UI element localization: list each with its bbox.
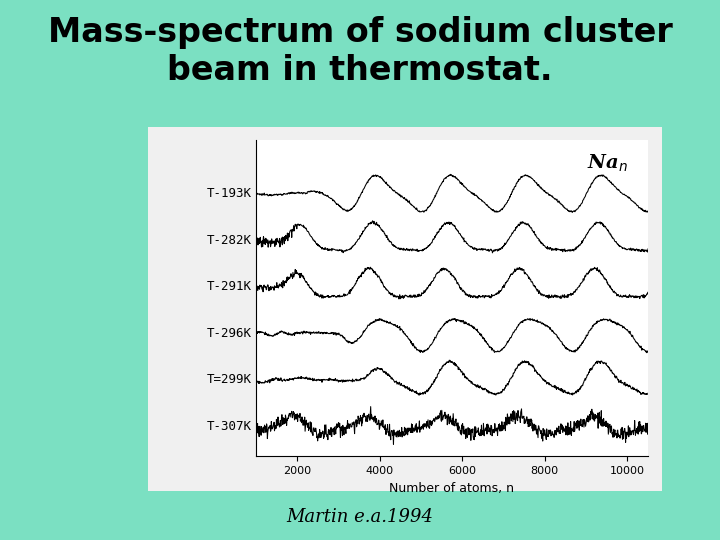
X-axis label: Number of atoms, n: Number of atoms, n [390,482,514,495]
Text: T=299K: T=299K [207,373,252,386]
Text: Mass-spectrum of sodium cluster
beam in thermostat.: Mass-spectrum of sodium cluster beam in … [48,16,672,87]
Text: Na$_n$: Na$_n$ [588,153,629,174]
Text: Martin e.a.1994: Martin e.a.1994 [287,509,433,526]
Text: T-296K: T-296K [207,327,252,340]
Text: T-291K: T-291K [207,280,252,293]
Text: T-193K: T-193K [207,187,252,200]
Text: T-307K: T-307K [207,420,252,433]
Text: T-282K: T-282K [207,234,252,247]
